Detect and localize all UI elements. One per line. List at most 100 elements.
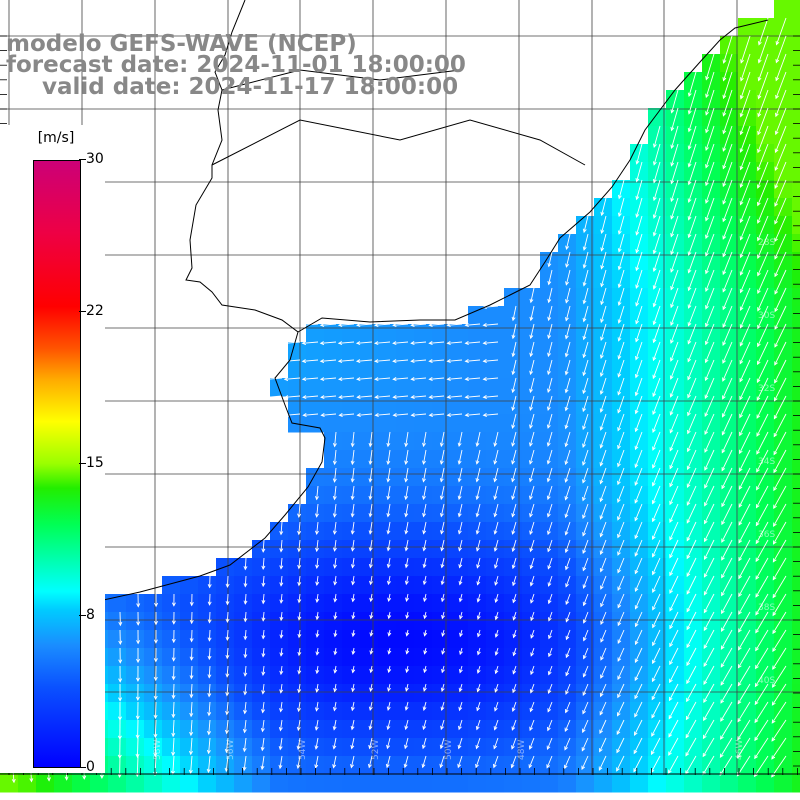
wind-speed-cell: [396, 558, 415, 577]
wind-arrow: [670, 89, 679, 114]
wind-arrow: [386, 701, 391, 711]
wind-arrow: [771, 755, 787, 778]
wind-arrow: [722, 251, 733, 276]
wind-speed-cell: [738, 558, 757, 577]
wind-arrow: [564, 467, 571, 483]
wind-speed-cell: [288, 666, 307, 685]
wind-arrow: [404, 737, 409, 750]
wind-arrow: [703, 575, 715, 596]
wind-speed-cell: [756, 738, 775, 757]
wind-speed-cell: [162, 666, 181, 685]
wind-arrow: [582, 269, 589, 287]
wind-arrow: [332, 467, 337, 483]
wind-arrow: [333, 647, 338, 656]
wind-speed-cell: [468, 630, 487, 649]
wind-arrow: [617, 233, 625, 253]
wind-speed-cell: [522, 324, 541, 343]
wind-arrow: [243, 593, 248, 605]
wind-arrow: [439, 503, 445, 518]
wind-arrow: [206, 737, 211, 755]
wind-arrow: [582, 575, 589, 589]
wind-speed-cell: [414, 324, 433, 343]
wind-speed-cell: [288, 576, 307, 595]
wind-speed-cell: [450, 486, 469, 505]
wind-arrow: [739, 233, 751, 259]
wind-arrow: [687, 341, 697, 363]
wind-arrow: [547, 665, 553, 676]
wind-speed-cell: [468, 684, 487, 703]
wind-arrow: [493, 467, 499, 483]
wind-arrow: [457, 467, 463, 483]
wind-speed-cell: [684, 288, 703, 307]
lon-label: 56W: [226, 740, 236, 760]
wind-arrow: [189, 611, 194, 625]
wind-speed-cell: [792, 540, 800, 559]
wind-arrow: [529, 683, 535, 694]
wind-speed-cell: [468, 612, 487, 631]
wind-arrow: [720, 611, 733, 632]
wind-speed-cell: [180, 774, 199, 793]
wind-speed-cell: [702, 702, 721, 721]
wind-arrow: [755, 575, 769, 598]
wind-arrow: [772, 593, 787, 617]
wind-speed-cell: [684, 414, 703, 433]
wind-speed-cell: [198, 648, 217, 667]
wind-speed-cell: [684, 270, 703, 289]
wind-arrow: [260, 719, 265, 733]
wind-arrow: [599, 539, 607, 555]
wind-speed-cell: [270, 774, 289, 793]
wind-arrow: [703, 611, 715, 632]
wind-speed-cell: [774, 36, 793, 55]
wind-arrow: [669, 413, 679, 434]
wind-speed-cell: [270, 522, 289, 541]
wind-arrow: [428, 341, 445, 346]
wind-arrow: [653, 125, 661, 149]
wind-arrow: [225, 611, 230, 624]
wind-arrow: [670, 143, 679, 167]
wind-speed-cell: [756, 144, 775, 163]
wind-arrow: [136, 629, 141, 645]
wind-arrow: [278, 737, 283, 751]
wind-arrow: [722, 125, 733, 152]
wind-arrow: [350, 449, 355, 466]
wind-speed-cell: [126, 612, 145, 631]
wind-arrow: [582, 341, 589, 359]
wind-speed-cell: [594, 648, 613, 667]
wind-arrow: [315, 611, 320, 621]
wind-speed-cell: [666, 648, 685, 667]
wind-speed-cell: [792, 306, 800, 325]
wind-arrow: [582, 251, 589, 269]
wind-arrow: [493, 737, 499, 750]
wind-arrow: [582, 395, 589, 413]
wind-speed-cell: [432, 378, 451, 397]
wind-arrow: [686, 593, 697, 613]
wind-arrow: [333, 593, 338, 603]
wind-arrow: [737, 665, 751, 687]
wind-speed-cell: [288, 594, 307, 613]
wind-arrow: [721, 503, 733, 526]
wind-arrow: [754, 737, 769, 760]
wind-arrow: [387, 683, 391, 692]
wind-arrow: [634, 701, 643, 718]
wind-arrow: [350, 485, 355, 501]
wind-speed-cell: [432, 666, 451, 685]
wind-speed-cell: [594, 666, 613, 685]
wind-arrow: [207, 683, 212, 698]
wind-speed-cell: [756, 162, 775, 181]
wind-arrow: [652, 305, 661, 326]
wind-arrow: [511, 449, 517, 465]
wind-speed-cell: [738, 18, 757, 37]
wind-arrow: [422, 575, 427, 586]
wind-speed-cell: [666, 414, 685, 433]
wind-speed-cell: [324, 630, 343, 649]
wind-arrow: [319, 359, 337, 364]
wind-arrow: [386, 521, 391, 535]
wind-arrow: [367, 755, 373, 769]
wind-speed-cell: [324, 720, 343, 739]
wind-arrow: [422, 719, 427, 731]
wind-arrow: [582, 593, 589, 607]
wind-arrow: [315, 593, 320, 604]
wind-arrow: [775, 35, 787, 64]
wind-speed-cell: [594, 540, 613, 559]
wind-arrow: [118, 611, 123, 627]
